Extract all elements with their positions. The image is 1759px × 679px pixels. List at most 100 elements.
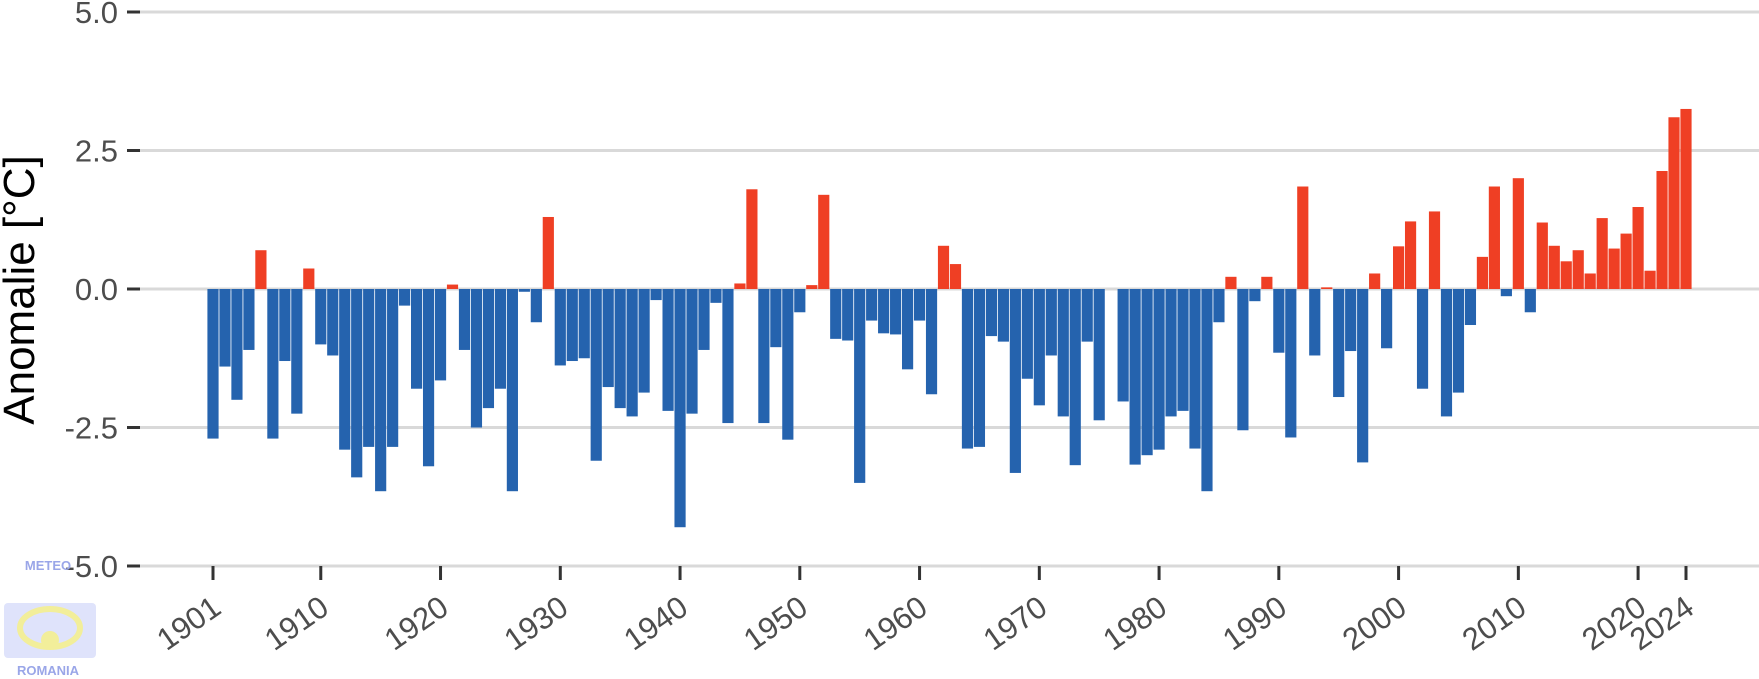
bar-1914 — [363, 289, 375, 447]
bar-1956 — [866, 289, 878, 321]
bar-1992 — [1297, 186, 1309, 289]
bar-2023 — [1668, 117, 1680, 289]
bar-1905 — [255, 250, 267, 289]
bar-1946 — [746, 189, 758, 289]
y-tick-label: -2.5 — [65, 411, 118, 446]
bar-2021 — [1644, 270, 1656, 289]
bar-1961 — [925, 289, 938, 395]
bar-1913 — [351, 289, 363, 478]
bar-1957 — [878, 289, 890, 334]
bar-1920 — [434, 289, 447, 381]
bar-1910 — [315, 289, 327, 345]
bar-2011 — [1524, 289, 1536, 313]
bar-1932 — [578, 289, 590, 359]
bar-1902 — [219, 289, 231, 367]
bar-1911 — [327, 289, 339, 356]
bar-1980 — [1153, 289, 1165, 450]
bar-2012 — [1536, 222, 1548, 289]
bar-1941 — [686, 289, 698, 414]
bar-1978 — [1129, 289, 1141, 465]
bar-2003 — [1428, 211, 1441, 289]
bar-1965 — [973, 289, 986, 447]
bar-1977 — [1117, 289, 1129, 402]
bar-1940 — [674, 289, 686, 528]
bar-2013 — [1548, 245, 1560, 289]
bar-2014 — [1560, 261, 1572, 289]
bar-1945 — [734, 283, 746, 289]
x-tick-label: 1980 — [1097, 589, 1174, 657]
bar-1928 — [530, 289, 542, 323]
x-tick-label: 1990 — [1216, 589, 1293, 657]
bar-1997 — [1357, 289, 1369, 463]
bar-2007 — [1476, 256, 1489, 289]
bar-1991 — [1285, 289, 1297, 438]
bar-1959 — [901, 289, 914, 370]
y-tick-label: 2.5 — [75, 134, 118, 169]
bar-1935 — [614, 289, 626, 409]
bar-1988 — [1249, 289, 1261, 302]
bar-2024 — [1680, 108, 1692, 289]
bar-1993 — [1309, 289, 1321, 356]
bar-2008 — [1488, 186, 1500, 289]
bar-1930 — [554, 289, 566, 366]
bar-1974 — [1081, 289, 1093, 342]
bar-1967 — [997, 289, 1009, 342]
bar-1990 — [1273, 289, 1285, 353]
x-tick-label: 1950 — [737, 589, 814, 657]
bar-2002 — [1416, 289, 1429, 389]
bar-1908 — [291, 289, 303, 414]
bar-1966 — [985, 289, 998, 337]
bar-1968 — [1009, 289, 1021, 473]
bar-1975 — [1093, 289, 1105, 421]
y-tick-label: 5.0 — [75, 0, 118, 30]
bar-1982 — [1177, 289, 1189, 411]
bar-1922 — [458, 289, 471, 350]
bar-2005 — [1452, 289, 1465, 393]
y-tick-label: -5.0 — [65, 549, 118, 584]
bar-1970 — [1033, 289, 1045, 406]
bar-1903 — [231, 289, 243, 400]
bar-1916 — [387, 289, 399, 447]
bar-2004 — [1440, 289, 1453, 417]
bar-1918 — [410, 289, 423, 389]
bar-1909 — [303, 268, 315, 289]
bar-1949 — [782, 289, 794, 440]
y-axis: 5.0 2.5 0.0 -2.5 -5.0 — [65, 0, 140, 584]
x-tick-label: 1901 — [150, 589, 227, 657]
bar-1979 — [1141, 289, 1153, 456]
bar-1948 — [770, 289, 782, 348]
bar-2006 — [1464, 289, 1477, 326]
bar-1994 — [1321, 287, 1333, 289]
bar-2019 — [1620, 233, 1632, 289]
bar-1931 — [566, 289, 578, 362]
bar-2000 — [1392, 246, 1405, 289]
bar-1952 — [818, 194, 830, 289]
x-tick-label: 1910 — [258, 589, 335, 657]
bar-1960 — [913, 289, 926, 321]
bar-1927 — [518, 289, 530, 292]
bar-2001 — [1404, 221, 1417, 289]
y-tick-label: 0.0 — [75, 272, 118, 307]
bar-1986 — [1225, 276, 1237, 289]
bar-1923 — [470, 289, 483, 428]
bar-1937 — [638, 289, 650, 393]
x-tick-label: 2000 — [1336, 589, 1413, 657]
x-tick-label: 1930 — [498, 589, 575, 657]
bar-2009 — [1500, 289, 1512, 297]
bar-1947 — [758, 289, 770, 424]
bar-1958 — [890, 289, 902, 335]
bar-1933 — [590, 289, 602, 461]
bar-1950 — [794, 289, 806, 313]
svg-text:METEO: METEO — [25, 558, 71, 573]
bar-1981 — [1165, 289, 1177, 417]
bar-1936 — [626, 289, 638, 417]
bar-1964 — [961, 289, 974, 449]
bar-1904 — [243, 289, 255, 350]
bar-1912 — [339, 289, 351, 450]
bar-1917 — [399, 289, 411, 306]
bar-2016 — [1584, 273, 1596, 289]
bar-1906 — [267, 289, 279, 439]
bar-1955 — [854, 289, 866, 483]
bar-1996 — [1345, 289, 1357, 352]
